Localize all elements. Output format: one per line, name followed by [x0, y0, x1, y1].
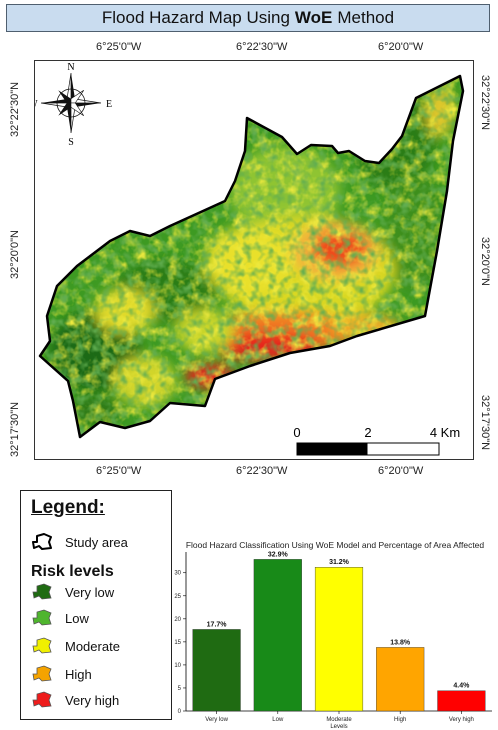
y-tick-label: 15: [174, 640, 181, 646]
legend-item-label: Low: [65, 610, 89, 626]
scalebar-tick-0: 0: [293, 425, 300, 440]
legend-item-label: Very high: [65, 692, 120, 708]
lat-label-right-2: 32°20'0"N: [479, 237, 491, 286]
y-tick-label: 10: [174, 663, 181, 669]
y-tick-label: 25: [174, 594, 181, 600]
x-tick-label: Very low: [205, 717, 228, 723]
bar: [437, 690, 486, 712]
bar-value-label: 31.2%: [329, 559, 350, 566]
x-tick-label: High: [394, 717, 406, 723]
risk-levels-title: Risk levels: [31, 563, 114, 580]
bar-value-label: 32.9%: [268, 551, 289, 558]
legend-swatch-icon: [32, 691, 52, 708]
y-tick-label: 20: [174, 617, 181, 623]
map-title: Flood Hazard Map Using WoE Method: [6, 4, 490, 32]
bar: [376, 647, 425, 712]
legend-item-low: Low: [31, 609, 89, 627]
legend-panel: Legend: Study area Risk levels Very low L…: [20, 490, 172, 720]
lat-label-left-1: 32°22'30"N: [9, 81, 21, 137]
y-tick-label: 0: [178, 709, 182, 715]
scalebar-tick-2: 2: [364, 425, 371, 440]
title-prefix: Flood Hazard Map Using: [101, 8, 290, 27]
legend-swatch-icon: [32, 609, 52, 626]
bar-value-label: 17.7%: [207, 621, 228, 628]
legend-study-area: Study area: [31, 533, 128, 551]
study-area-outline-icon: [32, 533, 52, 550]
scalebar-tick-4km: 4 Km: [430, 425, 460, 440]
bar: [192, 629, 241, 712]
lat-label-right-1: 32°22'30"N: [479, 75, 491, 131]
y-tick-label: 30: [174, 571, 181, 577]
lat-label-right-3: 32°17'30"N: [479, 395, 491, 451]
compass-w-label: W: [35, 99, 38, 110]
legend-swatch-icon: [32, 583, 52, 600]
legend-swatch-icon: [32, 637, 52, 654]
legend-item-label: Very low: [65, 584, 115, 600]
legend-item-very-high: Very high: [31, 691, 119, 709]
legend-swatch-icon: [32, 665, 52, 682]
legend-item-label: High: [65, 666, 92, 682]
lon-label-bottom-1: 6°25'0"W: [96, 465, 142, 477]
study-area-outline: [38, 74, 465, 439]
lon-label-bottom-2: 6°22'30"W: [236, 465, 288, 477]
legend-item-moderate: Moderate: [31, 637, 120, 655]
x-axis-label: Levels: [330, 724, 347, 730]
flood-hazard-map[interactable]: N S W E 0 2 4 Km: [28, 61, 473, 459]
lon-label-top-1: 6°25'0"W: [96, 41, 142, 53]
chart-title: Flood Hazard Classification Using WoE Mo…: [185, 540, 485, 550]
scale-bar: 0 2 4 Km: [293, 425, 460, 456]
compass-s-label: S: [68, 137, 74, 148]
lat-label-left-2: 32°20'0"N: [9, 230, 21, 279]
bar: [314, 567, 364, 712]
legend-item-very-low: Very low: [31, 583, 114, 601]
title-suffix: Method: [337, 8, 395, 27]
bar-value-label: 13.8%: [390, 639, 411, 646]
map-frame[interactable]: N S W E 0 2 4 Km: [28, 60, 474, 460]
lon-label-bottom-3: 6°20'0"W: [378, 465, 424, 477]
y-tick-label: 5: [178, 686, 182, 692]
x-tick-label: Moderate: [326, 717, 352, 723]
area-chart-panel: Flood Hazard Classification Using WoE Mo…: [172, 540, 492, 730]
bar: [253, 559, 302, 712]
x-tick-label: Low: [272, 717, 284, 723]
legend-item-high: High: [31, 665, 92, 683]
lon-label-top-2: 6°22'30"W: [236, 41, 288, 53]
legend-study-area-label: Study area: [65, 534, 128, 550]
lat-label-left-3: 32°17'30"N: [9, 401, 21, 457]
legend-title: Legend:: [31, 497, 105, 518]
compass-n-label: N: [67, 62, 74, 73]
compass-rose-icon: N S W E: [28, 62, 112, 148]
title-bold: WoE: [294, 8, 333, 27]
compass-e-label: E: [106, 99, 112, 110]
legend-item-label: Moderate: [65, 638, 120, 654]
lon-label-top-3: 6°20'0"W: [378, 41, 424, 53]
bar-value-label: 4.4%: [453, 683, 470, 690]
x-tick-label: Very high: [449, 717, 474, 723]
